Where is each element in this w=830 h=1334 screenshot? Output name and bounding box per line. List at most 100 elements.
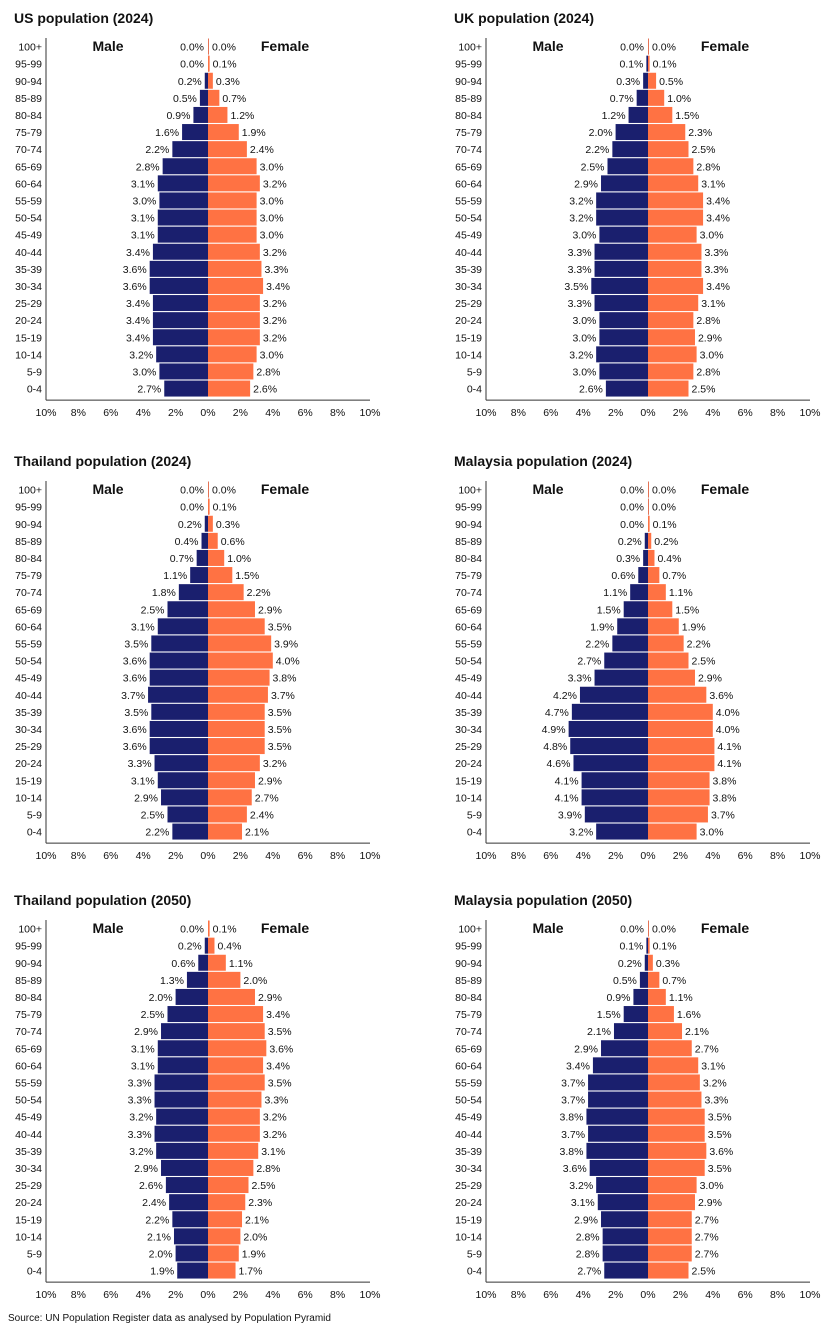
age-group-label: 40-44	[15, 1129, 42, 1141]
female-value-label: 1.2%	[230, 110, 254, 122]
male-value-label: 3.3%	[568, 264, 592, 276]
male-bar	[599, 363, 648, 380]
female-bar	[648, 1108, 705, 1125]
male-bar	[605, 380, 648, 397]
male-bar	[204, 72, 208, 89]
female-value-label: 0.1%	[653, 59, 677, 71]
x-tick-label: 2%	[673, 850, 688, 862]
age-group-label: 5-9	[27, 809, 42, 821]
female-bar	[208, 549, 225, 566]
female-bar	[648, 1245, 692, 1262]
female-value-label: 1.9%	[682, 621, 706, 633]
female-bar	[648, 584, 666, 601]
female-bar	[648, 635, 684, 652]
male-bar	[596, 192, 648, 209]
male-value-label: 0.7%	[610, 93, 634, 105]
male-bar	[175, 1245, 208, 1262]
age-group-label: 60-64	[455, 178, 482, 190]
female-bar	[648, 789, 710, 806]
age-group-label: 30-34	[15, 1163, 42, 1175]
x-tick-label: 6%	[738, 850, 753, 862]
female-value-label: 0.6%	[221, 536, 245, 548]
age-group-label: 55-59	[455, 638, 482, 650]
male-value-label: 4.2%	[553, 690, 577, 702]
male-bar	[604, 652, 648, 669]
male-value-label: 0.2%	[178, 519, 202, 531]
female-value-label: 2.5%	[692, 1266, 716, 1278]
age-group-label: 10-14	[455, 792, 482, 804]
male-bar	[182, 124, 208, 141]
male-value-label: 2.2%	[585, 638, 609, 650]
female-bar	[208, 652, 273, 669]
male-value-label: 0.5%	[173, 93, 197, 105]
female-bar	[208, 1211, 243, 1228]
male-value-label: 3.1%	[131, 1043, 155, 1055]
pyramid-chart: Thailand population (2050) Male Female 0.0%…	[14, 892, 381, 1301]
age-group-label: 60-64	[15, 621, 42, 633]
age-group-label: 75-79	[15, 127, 42, 139]
female-value-label: 3.3%	[264, 264, 288, 276]
age-group-label: 75-79	[15, 1009, 42, 1021]
male-value-label: 0.2%	[178, 941, 202, 953]
female-bar	[208, 192, 257, 209]
age-group-label: 70-74	[15, 587, 42, 599]
female-bar	[208, 55, 210, 72]
age-group-label: 0-4	[27, 827, 42, 839]
female-bar	[208, 1074, 265, 1091]
female-bar	[208, 72, 213, 89]
male-value-label: 3.6%	[123, 673, 147, 685]
female-bar	[648, 532, 652, 549]
male-value-label: 3.3%	[128, 1129, 152, 1141]
male-value-label: 0.7%	[170, 553, 194, 565]
age-group-label: 95-99	[15, 59, 42, 71]
female-value-label: 2.5%	[692, 384, 716, 396]
age-group-label: 80-84	[455, 992, 482, 1004]
male-bar	[594, 260, 648, 277]
male-bar	[570, 738, 648, 755]
male-bar	[644, 954, 648, 971]
male-value-label: 2.2%	[145, 827, 169, 839]
male-value-label: 2.0%	[149, 1248, 173, 1260]
x-tick-label: 4%	[136, 850, 151, 862]
male-bar	[157, 772, 208, 789]
x-tick-label: 8%	[71, 1289, 86, 1301]
female-value-label: 2.8%	[256, 1163, 280, 1175]
male-bar	[157, 1040, 208, 1057]
female-bar	[648, 226, 697, 243]
female-bar	[648, 806, 708, 823]
age-group-label: 75-79	[455, 570, 482, 582]
male-bar	[154, 1074, 208, 1091]
female-bar	[648, 192, 704, 209]
male-bar	[154, 755, 208, 772]
female-value-label: 2.9%	[698, 332, 722, 344]
age-group-label: 90-94	[455, 958, 482, 970]
female-value-label: 3.5%	[268, 707, 292, 719]
male-bar	[602, 1228, 648, 1245]
male-bar	[638, 567, 648, 584]
x-tick-label: 2%	[168, 1289, 183, 1301]
age-group-label: 80-84	[15, 553, 42, 565]
x-tick-label: 4%	[705, 407, 720, 419]
age-group-label: 40-44	[455, 690, 482, 702]
male-value-label: 2.9%	[574, 178, 598, 190]
female-value-label: 2.0%	[243, 1231, 267, 1243]
male-value-label: 4.7%	[545, 707, 569, 719]
female-value-label: 1.5%	[235, 570, 259, 582]
male-value-label: 3.1%	[131, 230, 155, 242]
male-bar	[149, 652, 208, 669]
female-value-label: 3.0%	[260, 195, 284, 207]
female-bar	[208, 141, 247, 158]
age-group-label: 40-44	[455, 1129, 482, 1141]
female-bar	[648, 243, 702, 260]
female-value-label: 3.6%	[269, 1043, 293, 1055]
age-group-label: 70-74	[455, 1026, 482, 1038]
male-bar	[646, 55, 648, 72]
male-value-label: 3.2%	[129, 349, 153, 361]
male-value-label: 0.6%	[171, 958, 195, 970]
male-bar	[175, 988, 208, 1005]
x-tick-label: 2%	[608, 1289, 623, 1301]
female-value-label: 2.1%	[245, 827, 269, 839]
male-bar	[157, 175, 208, 192]
age-group-label: 55-59	[455, 195, 482, 207]
female-value-label: 0.0%	[652, 502, 676, 514]
